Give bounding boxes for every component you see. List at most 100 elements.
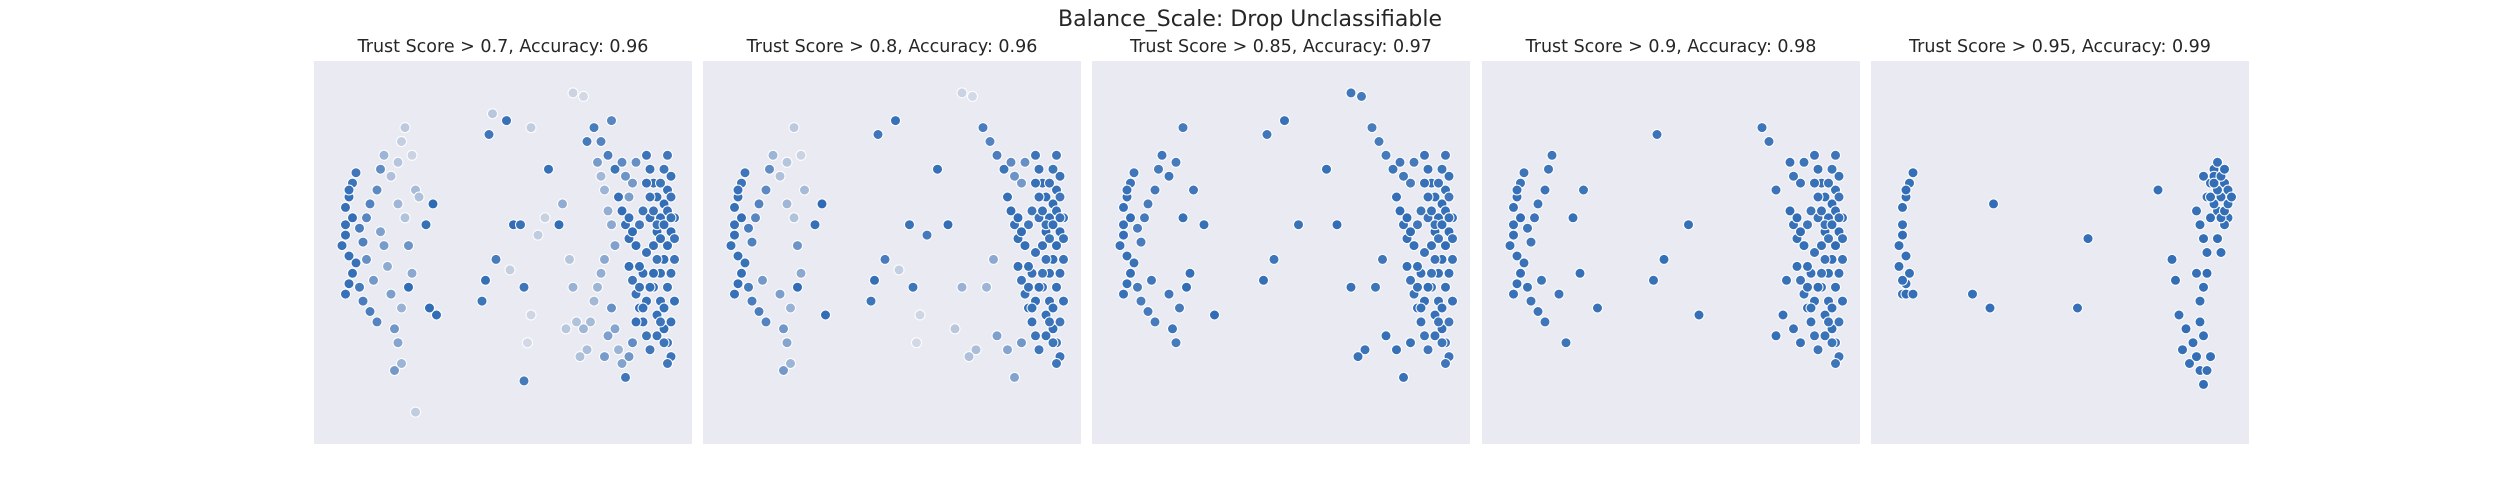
panel-2-point <box>743 281 754 293</box>
panel-1-point <box>385 288 397 300</box>
panel-4-points <box>1504 122 1848 369</box>
panel-4-point <box>1833 316 1845 328</box>
panel-5-point <box>2191 351 2202 363</box>
panel-3-point <box>1125 267 1136 279</box>
panel-2-point <box>932 163 943 175</box>
panel-3-point <box>1443 267 1455 279</box>
panel-1-point <box>392 337 404 349</box>
panel-4-point <box>1539 316 1551 328</box>
panel-3-point <box>1174 302 1185 314</box>
panel-1-point <box>354 222 365 234</box>
panel-2-point <box>991 149 1003 161</box>
panel-1-point <box>644 281 656 293</box>
panel-4-point <box>1791 260 1803 272</box>
panel-1-point <box>350 257 362 269</box>
panel-4-point <box>1781 274 1792 286</box>
panel-1-point <box>588 295 600 307</box>
panel-3-point <box>1139 212 1150 224</box>
panel-1-point <box>623 351 635 363</box>
panel-1-point <box>553 219 565 231</box>
panel-2-point <box>778 365 789 376</box>
panel-2-point <box>729 201 740 213</box>
panel-2-point <box>1002 344 1013 356</box>
panel-1-point <box>644 344 656 356</box>
panel-1-point <box>567 87 579 99</box>
panel-5-point <box>2226 191 2237 203</box>
panel-2-point <box>1033 344 1045 356</box>
panel-3-point <box>1405 226 1416 238</box>
panel-5-point <box>1893 260 1905 272</box>
panel-1-point <box>602 205 614 217</box>
panel-2-point <box>725 240 737 252</box>
panel-4-point <box>1795 226 1806 238</box>
figure-title: Balance_Scale: Drop Unclassifiable <box>1058 7 1442 32</box>
panel-3-point <box>1447 295 1458 307</box>
panel-4-point <box>1784 156 1796 168</box>
panel-3-point <box>1447 233 1458 245</box>
panel-1-point <box>613 344 624 356</box>
panel-2-point <box>1023 219 1034 231</box>
panel-2-point <box>1051 149 1062 161</box>
panel-4-point <box>1553 288 1565 300</box>
panel-2-point <box>732 278 744 290</box>
panel-4-point <box>1543 163 1554 175</box>
panel-3-point <box>1433 177 1444 189</box>
panel-4-point <box>1791 212 1803 224</box>
panel-1-point <box>669 253 680 265</box>
panel-3-point <box>1149 316 1161 328</box>
panel-5-point <box>2212 156 2223 168</box>
panel-4-point <box>1504 240 1516 252</box>
panel-2-point <box>1040 330 1052 342</box>
panel-5-point <box>2198 233 2209 245</box>
panel-5-point <box>1900 184 1912 196</box>
panel-3-point <box>1209 309 1220 321</box>
panel-1-point <box>396 302 407 314</box>
panel-3-point <box>1121 278 1133 290</box>
panel-4-point <box>1546 149 1558 161</box>
panel-3-point <box>1440 358 1451 369</box>
panel-2-point <box>781 337 793 349</box>
panel-4-point <box>1784 205 1796 217</box>
panel-2-point <box>816 198 828 210</box>
panel-1-point <box>630 240 642 252</box>
panel-3-point <box>1135 295 1147 307</box>
panel-2-point <box>1047 302 1059 314</box>
panel-2-point <box>1058 253 1069 265</box>
panel-5-point <box>1897 229 1908 241</box>
panel-2-point <box>1030 149 1041 161</box>
panel-4-point <box>1508 288 1519 300</box>
panel-5-point <box>2170 274 2181 286</box>
panel-1-point <box>340 201 351 213</box>
panel-4-point <box>1788 323 1799 335</box>
panel-1-point <box>658 219 670 231</box>
panel-1-point <box>413 191 425 203</box>
panel-3-point <box>1181 281 1192 293</box>
panel-1-point <box>403 281 414 293</box>
panel-2-point <box>1044 233 1055 245</box>
panel-5-point <box>1904 267 1915 279</box>
panel-1-point <box>616 358 628 369</box>
panel-1-point <box>606 115 617 127</box>
panel-3-point <box>1170 156 1182 168</box>
panel-3-point <box>1443 191 1455 203</box>
panel-1-point <box>399 122 411 134</box>
panel-4-point <box>1826 163 1838 175</box>
panel-3-point <box>1128 167 1140 179</box>
panel-3-point <box>1398 371 1409 383</box>
panel-2-point <box>1037 267 1048 279</box>
panel-3-point <box>1142 306 1154 317</box>
panel-5-point <box>2198 378 2209 390</box>
panel-5-point <box>2173 309 2185 321</box>
panel-4-point <box>1648 274 1659 286</box>
panel-1-point <box>501 115 512 127</box>
panel-2-point <box>757 274 768 286</box>
panel-2-point <box>956 87 968 99</box>
panel-3-points <box>1114 87 1458 383</box>
panel-3-point <box>1118 219 1129 231</box>
panel-4-point <box>1539 184 1551 196</box>
panel-1-point <box>609 163 621 175</box>
panel-5-point <box>2198 281 2209 293</box>
panel-2-point <box>904 219 915 231</box>
panel-2-point <box>1033 191 1045 203</box>
panel-3-point <box>1436 219 1448 231</box>
